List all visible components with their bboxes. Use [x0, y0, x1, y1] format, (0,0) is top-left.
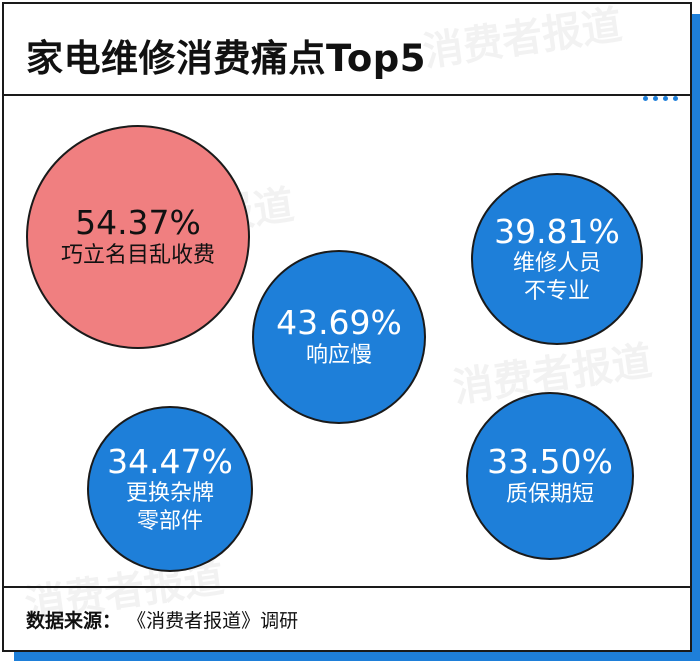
bubble-label: 巧立名目乱收费 [60, 243, 215, 269]
bubble-value: 54.37% [75, 203, 201, 243]
bubble-label: 不专业 [523, 278, 590, 304]
page-title: 家电维修消费痛点Top5 [26, 37, 426, 80]
footer: 数据来源： 《消费者报道》调研 [4, 586, 690, 650]
dot-icon [643, 96, 648, 101]
bubble-value: 39.81% [494, 211, 620, 251]
bubble-label: 质保期短 [505, 482, 594, 508]
bubble-value: 34.47% [107, 441, 233, 481]
bubble: 43.69% 响应慢 [252, 250, 426, 424]
dot-icon [663, 96, 668, 101]
dot-icon [673, 96, 678, 101]
dots-decoration [643, 96, 678, 101]
bubble-label: 零部件 [136, 508, 203, 534]
dot-icon [653, 96, 658, 101]
bubble-label: 维修人员 [512, 251, 601, 277]
bubble-label: 响应慢 [305, 343, 372, 369]
source-label: 数据来源： [26, 610, 122, 632]
bubble-label: 更换杂牌 [125, 481, 214, 507]
infographic-card: 家电维修消费痛点Top5 消费者报道 消费者报道 消费者报道 消费者报道 54.… [2, 2, 692, 652]
bubble-value: 43.69% [276, 303, 402, 343]
bubble: 39.81% 维修人员 不专业 [471, 173, 643, 345]
source-value: 《消费者报道》调研 [127, 610, 299, 632]
bubble-value: 33.50% [487, 442, 613, 482]
data-source: 数据来源： 《消费者报道》调研 [26, 606, 298, 633]
bubble: 54.37% 巧立名目乱收费 [26, 125, 250, 349]
title-bar: 家电维修消费痛点Top5 [4, 4, 690, 96]
bubble: 33.50% 质保期短 [466, 392, 634, 560]
bubble: 34.47% 更换杂牌 零部件 [87, 406, 253, 572]
